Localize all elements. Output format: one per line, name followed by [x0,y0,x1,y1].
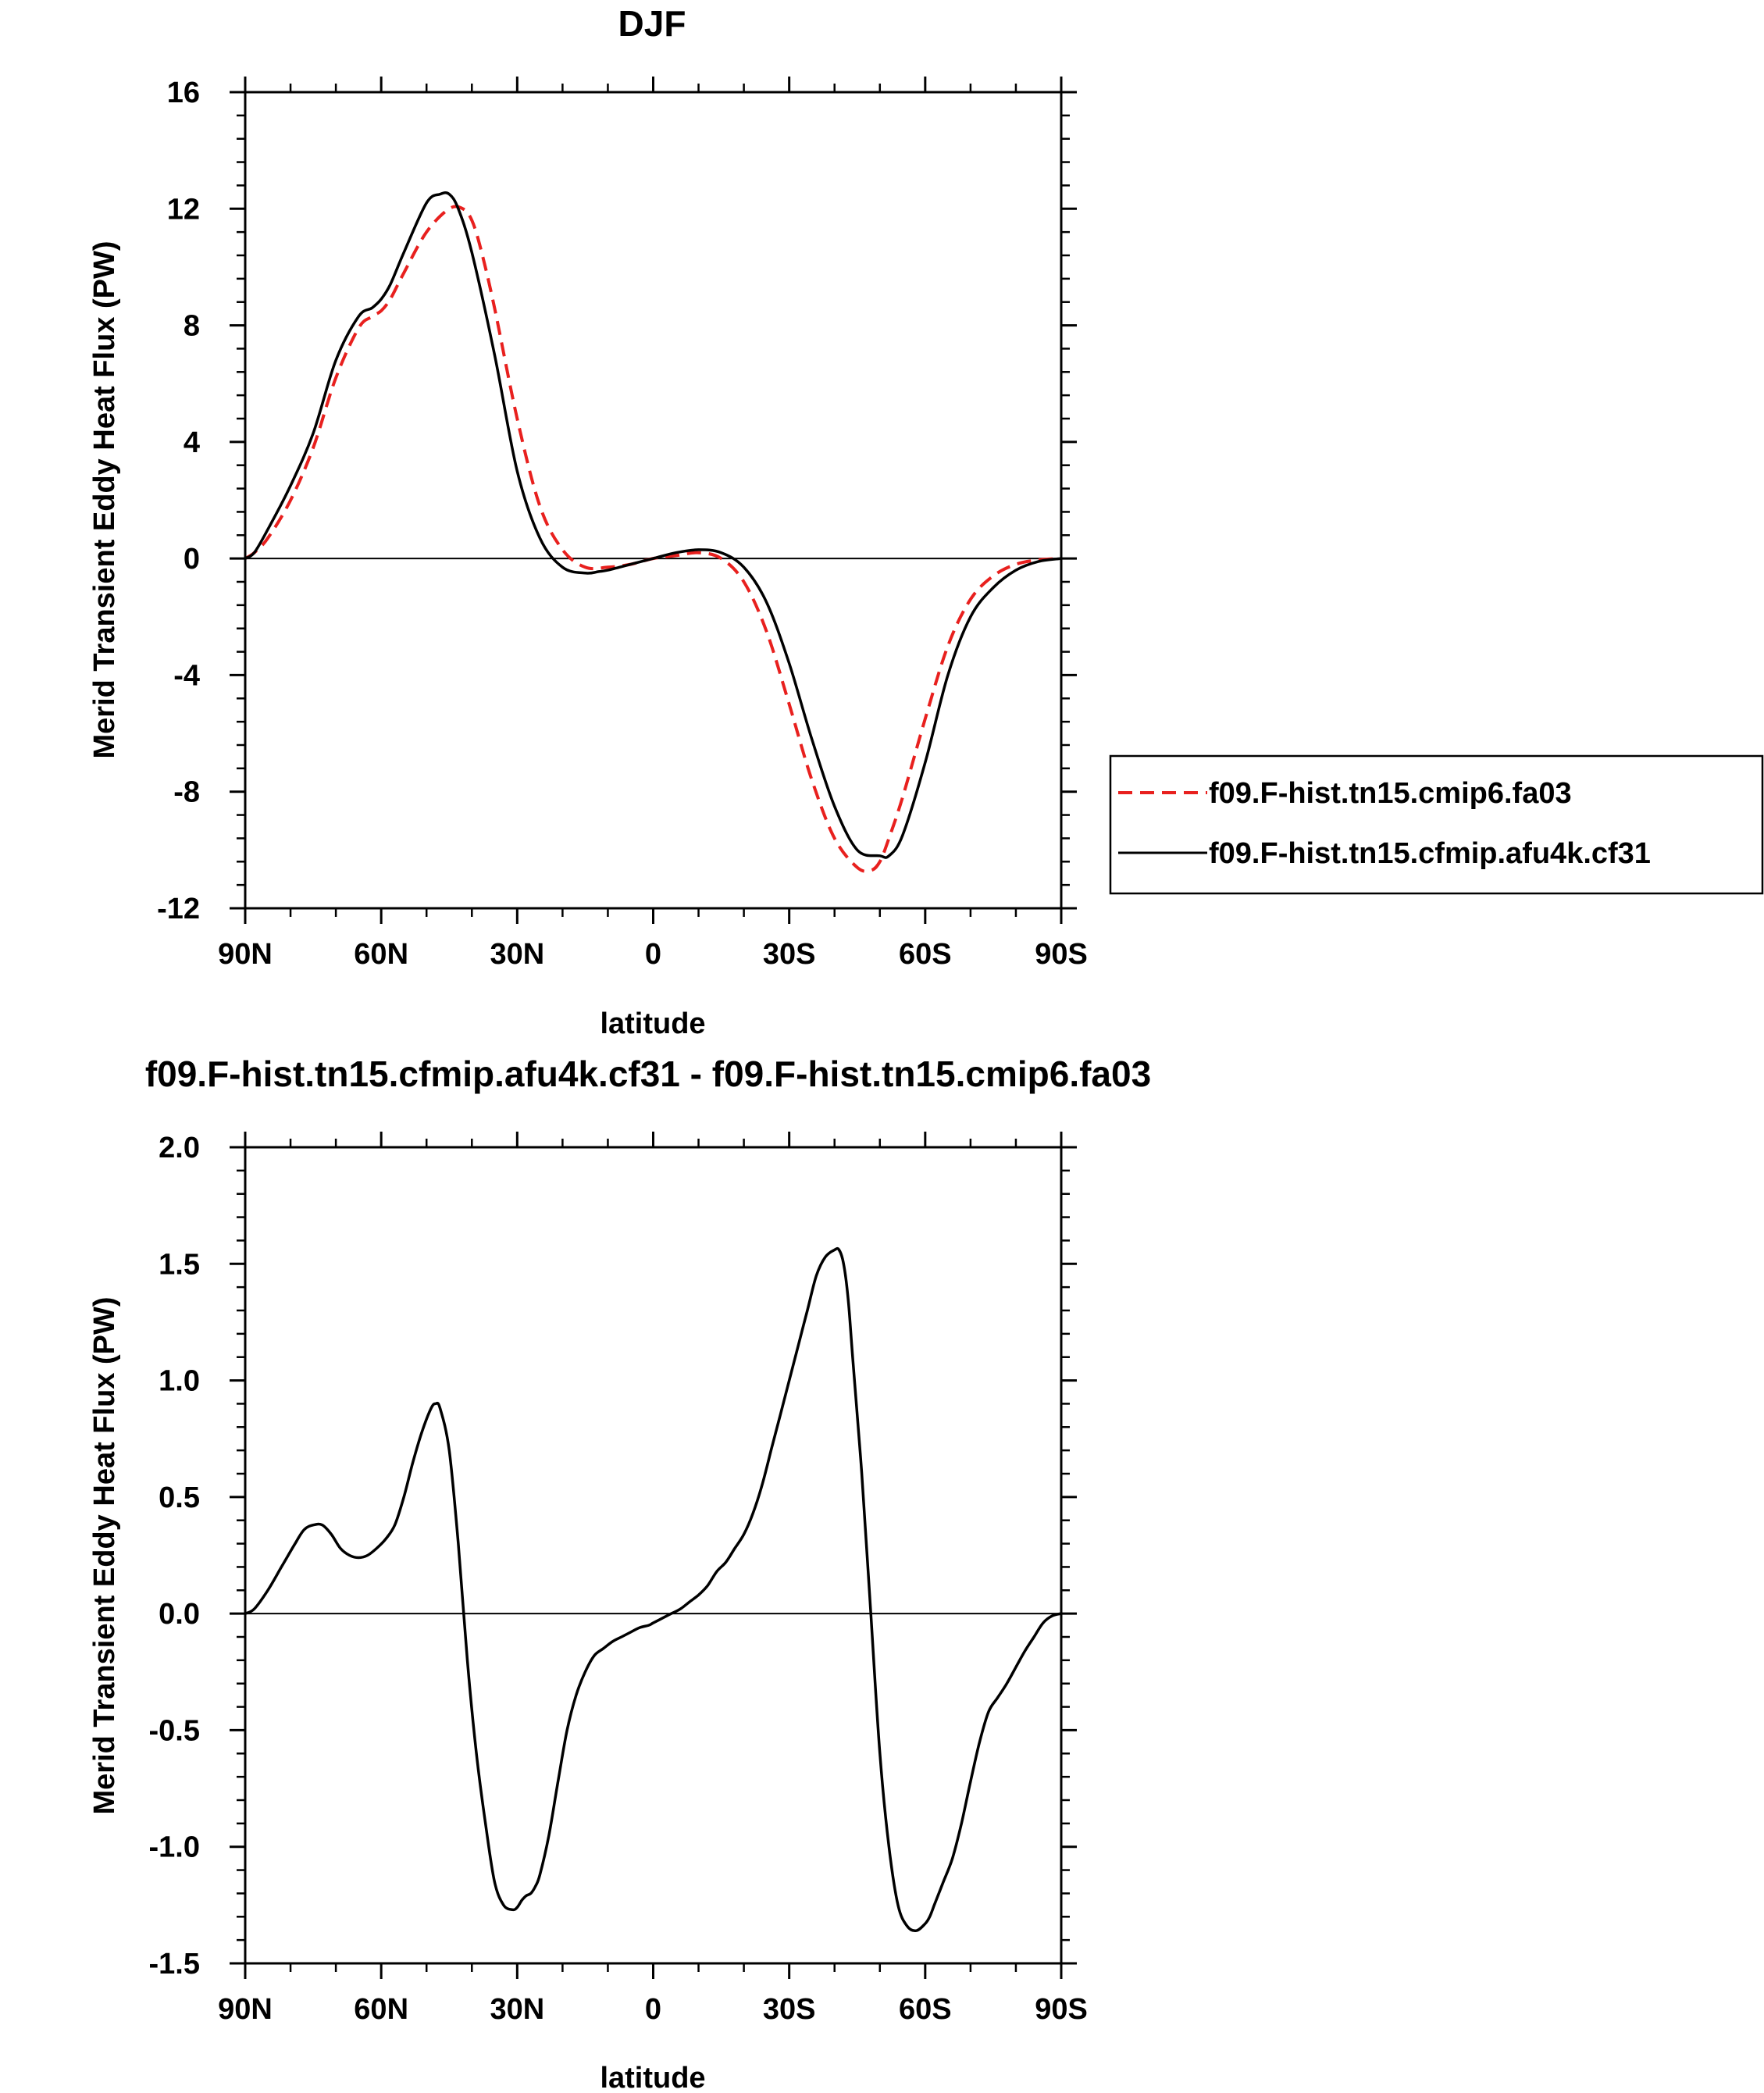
top-x-tick-label: 30N [490,938,544,971]
bottom-series-line-0 [244,1246,1062,1933]
top-y-tick-label: 16 [167,77,200,109]
top-y-tick-label: 12 [167,193,200,226]
top-ticks: 90N 60N 30N 0 30S 60S 90S -12 -8 -4 0 4 8 12 16 [157,77,1088,971]
top-series-line-0 [244,205,1062,873]
legend-label-cmip6: f09.F-hist.tn15.cmip6.fa03 [1209,777,1572,810]
top-x-axis-label: latitude [600,1007,705,1040]
bottom-x-tick-label: 30S [763,1993,816,2026]
bottom-x-tick-label: 30N [490,1993,544,2026]
top-x-tick-label: 60S [899,938,952,971]
top-panel: DJF 90N 60N 30N 0 30S 60S 90S -12 -8 -4 0 4 8 12 16 la… [88,3,1088,1040]
bottom-x-tick-label: 0 [645,1993,661,2026]
bottom-y-tick-label: -1.5 [149,1948,200,1981]
top-x-tick-label: 90N [218,938,273,971]
bottom-y-tick-label: -1.0 [149,1831,200,1864]
bottom-panel: f09.F-hist.tn15.cfmip.afu4k.cf31 - f09.F… [88,1054,1151,2093]
top-y-tick-label: 8 [184,310,200,343]
bottom-chart-title: f09.F-hist.tn15.cfmip.afu4k.cf31 - f09.F… [145,1054,1151,1094]
top-x-tick-label: 0 [645,938,661,971]
top-y-tick-label: -8 [173,776,200,809]
bottom-y-tick-label: 0.0 [159,1598,200,1631]
top-y-tick-label: 4 [184,426,200,459]
legend-box [1109,754,1764,895]
top-x-tick-label: 60N [354,938,408,971]
bottom-x-tick-label: 90N [218,1993,273,2026]
bottom-y-tick-label: 1.5 [159,1248,200,1281]
top-plot-frame [244,91,1063,910]
bottom-x-tick-label: 60N [354,1993,408,2026]
bottom-y-tick-label: 2.0 [159,1132,200,1164]
legend: f09.F-hist.tn15.cmip6.fa03 f09.F-hist.tn… [1109,754,1764,895]
bottom-y-tick-label: 1.0 [159,1365,200,1398]
bottom-x-tick-label: 90S [1035,1993,1088,2026]
top-x-tick-label: 90S [1035,938,1088,971]
bottom-plot-lines [244,1246,1062,1933]
bottom-ticks: 90N 60N 30N 0 30S 60S 90S -1.5 -1.0 -0.5 0.0 0.5 1.0… [149,1132,1088,2026]
top-x-tick-label: 30S [763,938,816,971]
top-chart-title: DJF [618,3,686,44]
top-series-line-1 [244,191,1062,859]
top-y-tick-label: -4 [173,659,200,692]
top-y-axis-label: Merid Transient Eddy Heat Flux (PW) [88,241,121,759]
bottom-y-axis-label: Merid Transient Eddy Heat Flux (PW) [88,1297,121,1815]
bottom-y-tick-label: -0.5 [149,1714,200,1747]
bottom-y-tick-label: 0.5 [159,1482,200,1514]
legend-label-cfmip: f09.F-hist.tn15.cfmip.afu4k.cf31 [1209,837,1651,870]
top-y-tick-label: 0 [184,543,200,576]
top-y-tick-label: -12 [157,893,200,925]
bottom-x-tick-label: 60S [899,1993,952,2026]
bottom-x-axis-label: latitude [600,2062,705,2093]
top-plot-lines [244,191,1062,873]
